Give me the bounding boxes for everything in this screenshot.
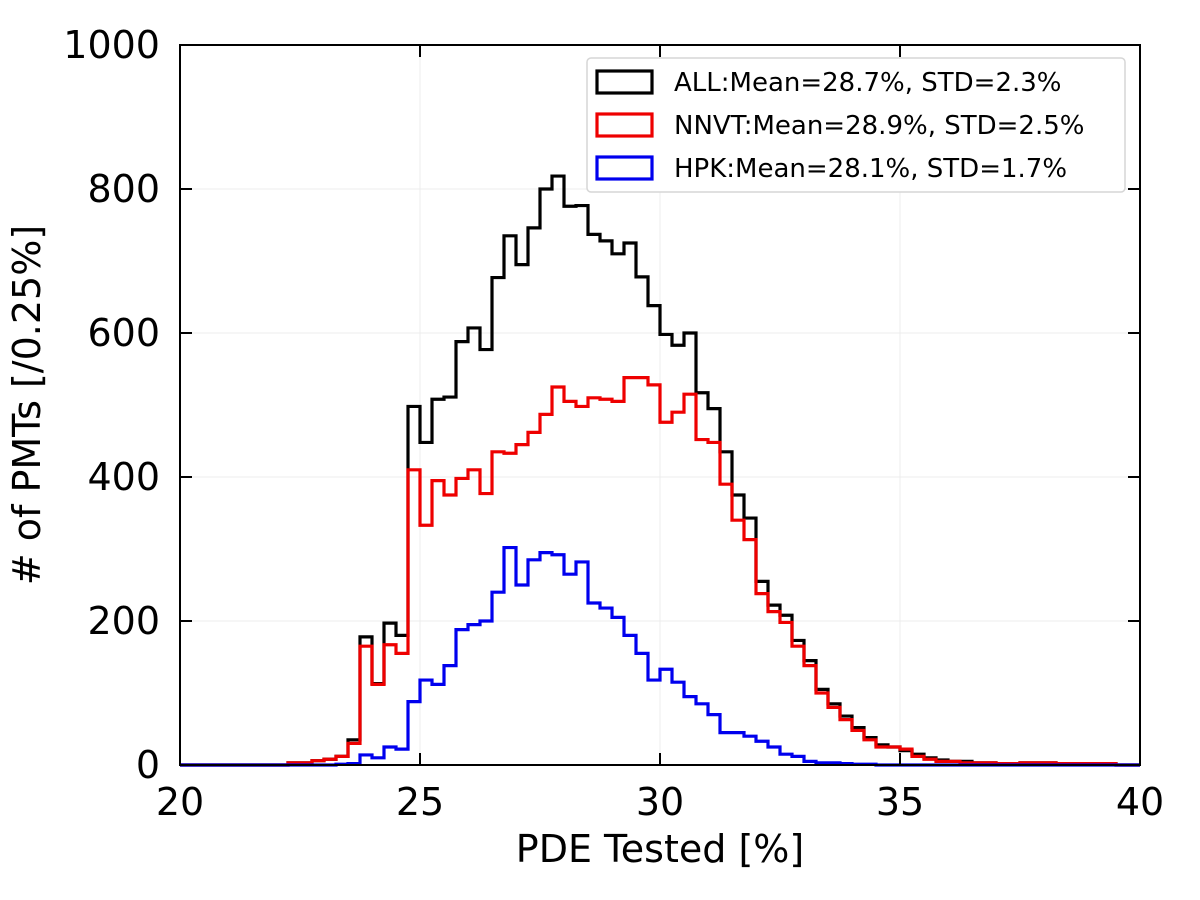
histogram-bin — [768, 747, 780, 765]
x-tick-label: 35 — [876, 780, 924, 824]
histogram-bin — [672, 682, 684, 765]
histogram-bin — [756, 741, 768, 765]
histogram-bin — [564, 574, 576, 765]
histogram-bin — [384, 747, 396, 765]
histogram-bin — [396, 749, 408, 765]
histogram-bin — [792, 756, 804, 765]
histogram-bin — [708, 715, 720, 765]
y-axis-label: # of PMTs [/0.25%] — [5, 225, 49, 585]
histogram-bin — [360, 646, 372, 765]
histogram-bin — [408, 702, 420, 765]
histogram-bin — [600, 608, 612, 765]
legend-label: HPK:Mean=28.1%, STD=1.7% — [674, 154, 1067, 184]
histogram-bin — [372, 684, 384, 765]
histogram-bin — [540, 553, 552, 765]
histogram-bin — [468, 625, 480, 765]
histogram-bin — [576, 562, 588, 765]
histogram-bin — [696, 704, 708, 765]
histogram-bin — [444, 666, 456, 765]
histogram-bin — [744, 736, 756, 765]
histogram-bin — [516, 585, 528, 765]
histogram-bin — [360, 755, 372, 765]
legend-box — [586, 57, 1126, 193]
histogram-bin — [432, 684, 444, 765]
histogram-bin — [552, 555, 564, 765]
legend-swatch — [595, 112, 654, 138]
x-tick-label: 25 — [396, 780, 444, 824]
histogram-bin — [876, 747, 888, 765]
histogram-bin — [828, 707, 840, 765]
histogram-bin — [780, 754, 792, 765]
histogram-bin — [768, 612, 780, 765]
histogram-step-line — [180, 376, 1140, 767]
histogram-bin — [504, 548, 516, 765]
series-1 — [180, 376, 1140, 767]
histogram-bin — [660, 669, 672, 765]
histogram-bin — [624, 635, 636, 765]
histogram-bin — [744, 540, 756, 765]
y-tick-label: 600 — [87, 311, 160, 355]
x-tick-label: 40 — [1116, 780, 1164, 824]
x-tick-label: 30 — [636, 780, 684, 824]
legend-label: NNVT:Mean=28.9%, STD=2.5% — [674, 111, 1084, 141]
histogram-bin — [588, 603, 600, 765]
y-tick-label: 800 — [87, 167, 160, 211]
legend-label: ALL:Mean=28.7%, STD=2.3% — [674, 68, 1062, 98]
histogram-bin — [492, 592, 504, 765]
histogram-bin — [840, 720, 852, 765]
histogram-bin — [900, 749, 912, 765]
histogram-bin — [372, 758, 384, 765]
y-tick-label: 200 — [87, 599, 160, 643]
legend-swatch — [595, 155, 654, 181]
y-tick-label: 0 — [136, 743, 160, 787]
histogram-bin — [792, 646, 804, 765]
histogram-bin — [636, 653, 648, 765]
histogram-bin — [720, 484, 732, 765]
legend-swatch — [595, 69, 654, 95]
histogram-bin — [732, 733, 744, 765]
histogram-bin — [864, 740, 876, 765]
x-tick-label: 20 — [156, 780, 204, 824]
y-tick-label: 400 — [87, 455, 160, 499]
y-tick-label: 1000 — [63, 23, 160, 67]
histogram-bin — [720, 733, 732, 765]
histogram-bin — [816, 693, 828, 765]
legend: ALL:Mean=28.7%, STD=2.3% NNVT:Mean=28.9%,… — [586, 57, 1126, 193]
histogram-bin — [732, 520, 744, 765]
histogram-bin — [420, 680, 432, 765]
x-axis-label: PDE Tested [%] — [516, 827, 804, 871]
histogram-bin — [348, 743, 360, 765]
histogram-bin — [888, 747, 900, 765]
histogram-bin — [804, 666, 816, 765]
histogram-bin — [612, 617, 624, 765]
histogram-bin — [456, 630, 468, 765]
histogram-bin — [780, 622, 792, 765]
histogram-bin — [480, 621, 492, 765]
histogram-bin — [648, 680, 660, 765]
histogram-bin — [528, 560, 540, 765]
histogram-bin — [756, 594, 768, 765]
histogram-bin — [684, 697, 696, 765]
histogram-bin — [852, 730, 864, 765]
